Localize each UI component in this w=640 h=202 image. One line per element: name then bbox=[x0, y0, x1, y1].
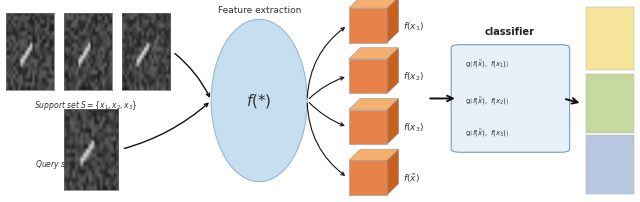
Text: $\mathrm{g}\left(f(\tilde{x}),\ f(x_3)\right)$: $\mathrm{g}\left(f(\tilde{x}),\ f(x_3)\r… bbox=[465, 127, 509, 139]
FancyBboxPatch shape bbox=[586, 75, 634, 133]
Text: classifier: classifier bbox=[485, 26, 535, 36]
Polygon shape bbox=[387, 48, 399, 94]
Polygon shape bbox=[349, 149, 399, 161]
FancyBboxPatch shape bbox=[586, 135, 634, 194]
Polygon shape bbox=[387, 0, 399, 43]
Text: Feature extraction: Feature extraction bbox=[218, 6, 301, 15]
Text: $\mathrm{g}\left(f(\tilde{x}),\ f(x_2)\right)$: $\mathrm{g}\left(f(\tilde{x}),\ f(x_2)\r… bbox=[465, 95, 509, 107]
Polygon shape bbox=[387, 99, 399, 144]
Text: Support set $S = \{x_1, x_2, x_3\}$: Support set $S = \{x_1, x_2, x_3\}$ bbox=[35, 99, 138, 112]
Ellipse shape bbox=[211, 20, 307, 182]
Text: function: function bbox=[241, 24, 278, 33]
FancyBboxPatch shape bbox=[586, 8, 634, 71]
Text: $f(x_1)$: $f(x_1)$ bbox=[403, 20, 424, 33]
Text: $f(x_2)$: $f(x_2)$ bbox=[403, 70, 424, 83]
Polygon shape bbox=[349, 0, 399, 9]
Polygon shape bbox=[349, 9, 387, 43]
Polygon shape bbox=[349, 60, 387, 94]
Polygon shape bbox=[387, 149, 399, 195]
Text: $f(x_3)$: $f(x_3)$ bbox=[403, 121, 424, 134]
Polygon shape bbox=[349, 161, 387, 195]
Text: Query sample $\tilde{x}$: Query sample $\tilde{x}$ bbox=[35, 158, 97, 171]
Text: $f(*)$: $f(*)$ bbox=[246, 92, 272, 110]
Polygon shape bbox=[349, 110, 387, 144]
FancyBboxPatch shape bbox=[451, 45, 570, 153]
Text: $f(\tilde{x})$: $f(\tilde{x})$ bbox=[403, 171, 420, 184]
Polygon shape bbox=[349, 99, 399, 110]
Polygon shape bbox=[349, 48, 399, 60]
Text: $\mathrm{g}\left(f(\tilde{x}),\ f(x_1)\right)$: $\mathrm{g}\left(f(\tilde{x}),\ f(x_1)\r… bbox=[465, 59, 509, 71]
